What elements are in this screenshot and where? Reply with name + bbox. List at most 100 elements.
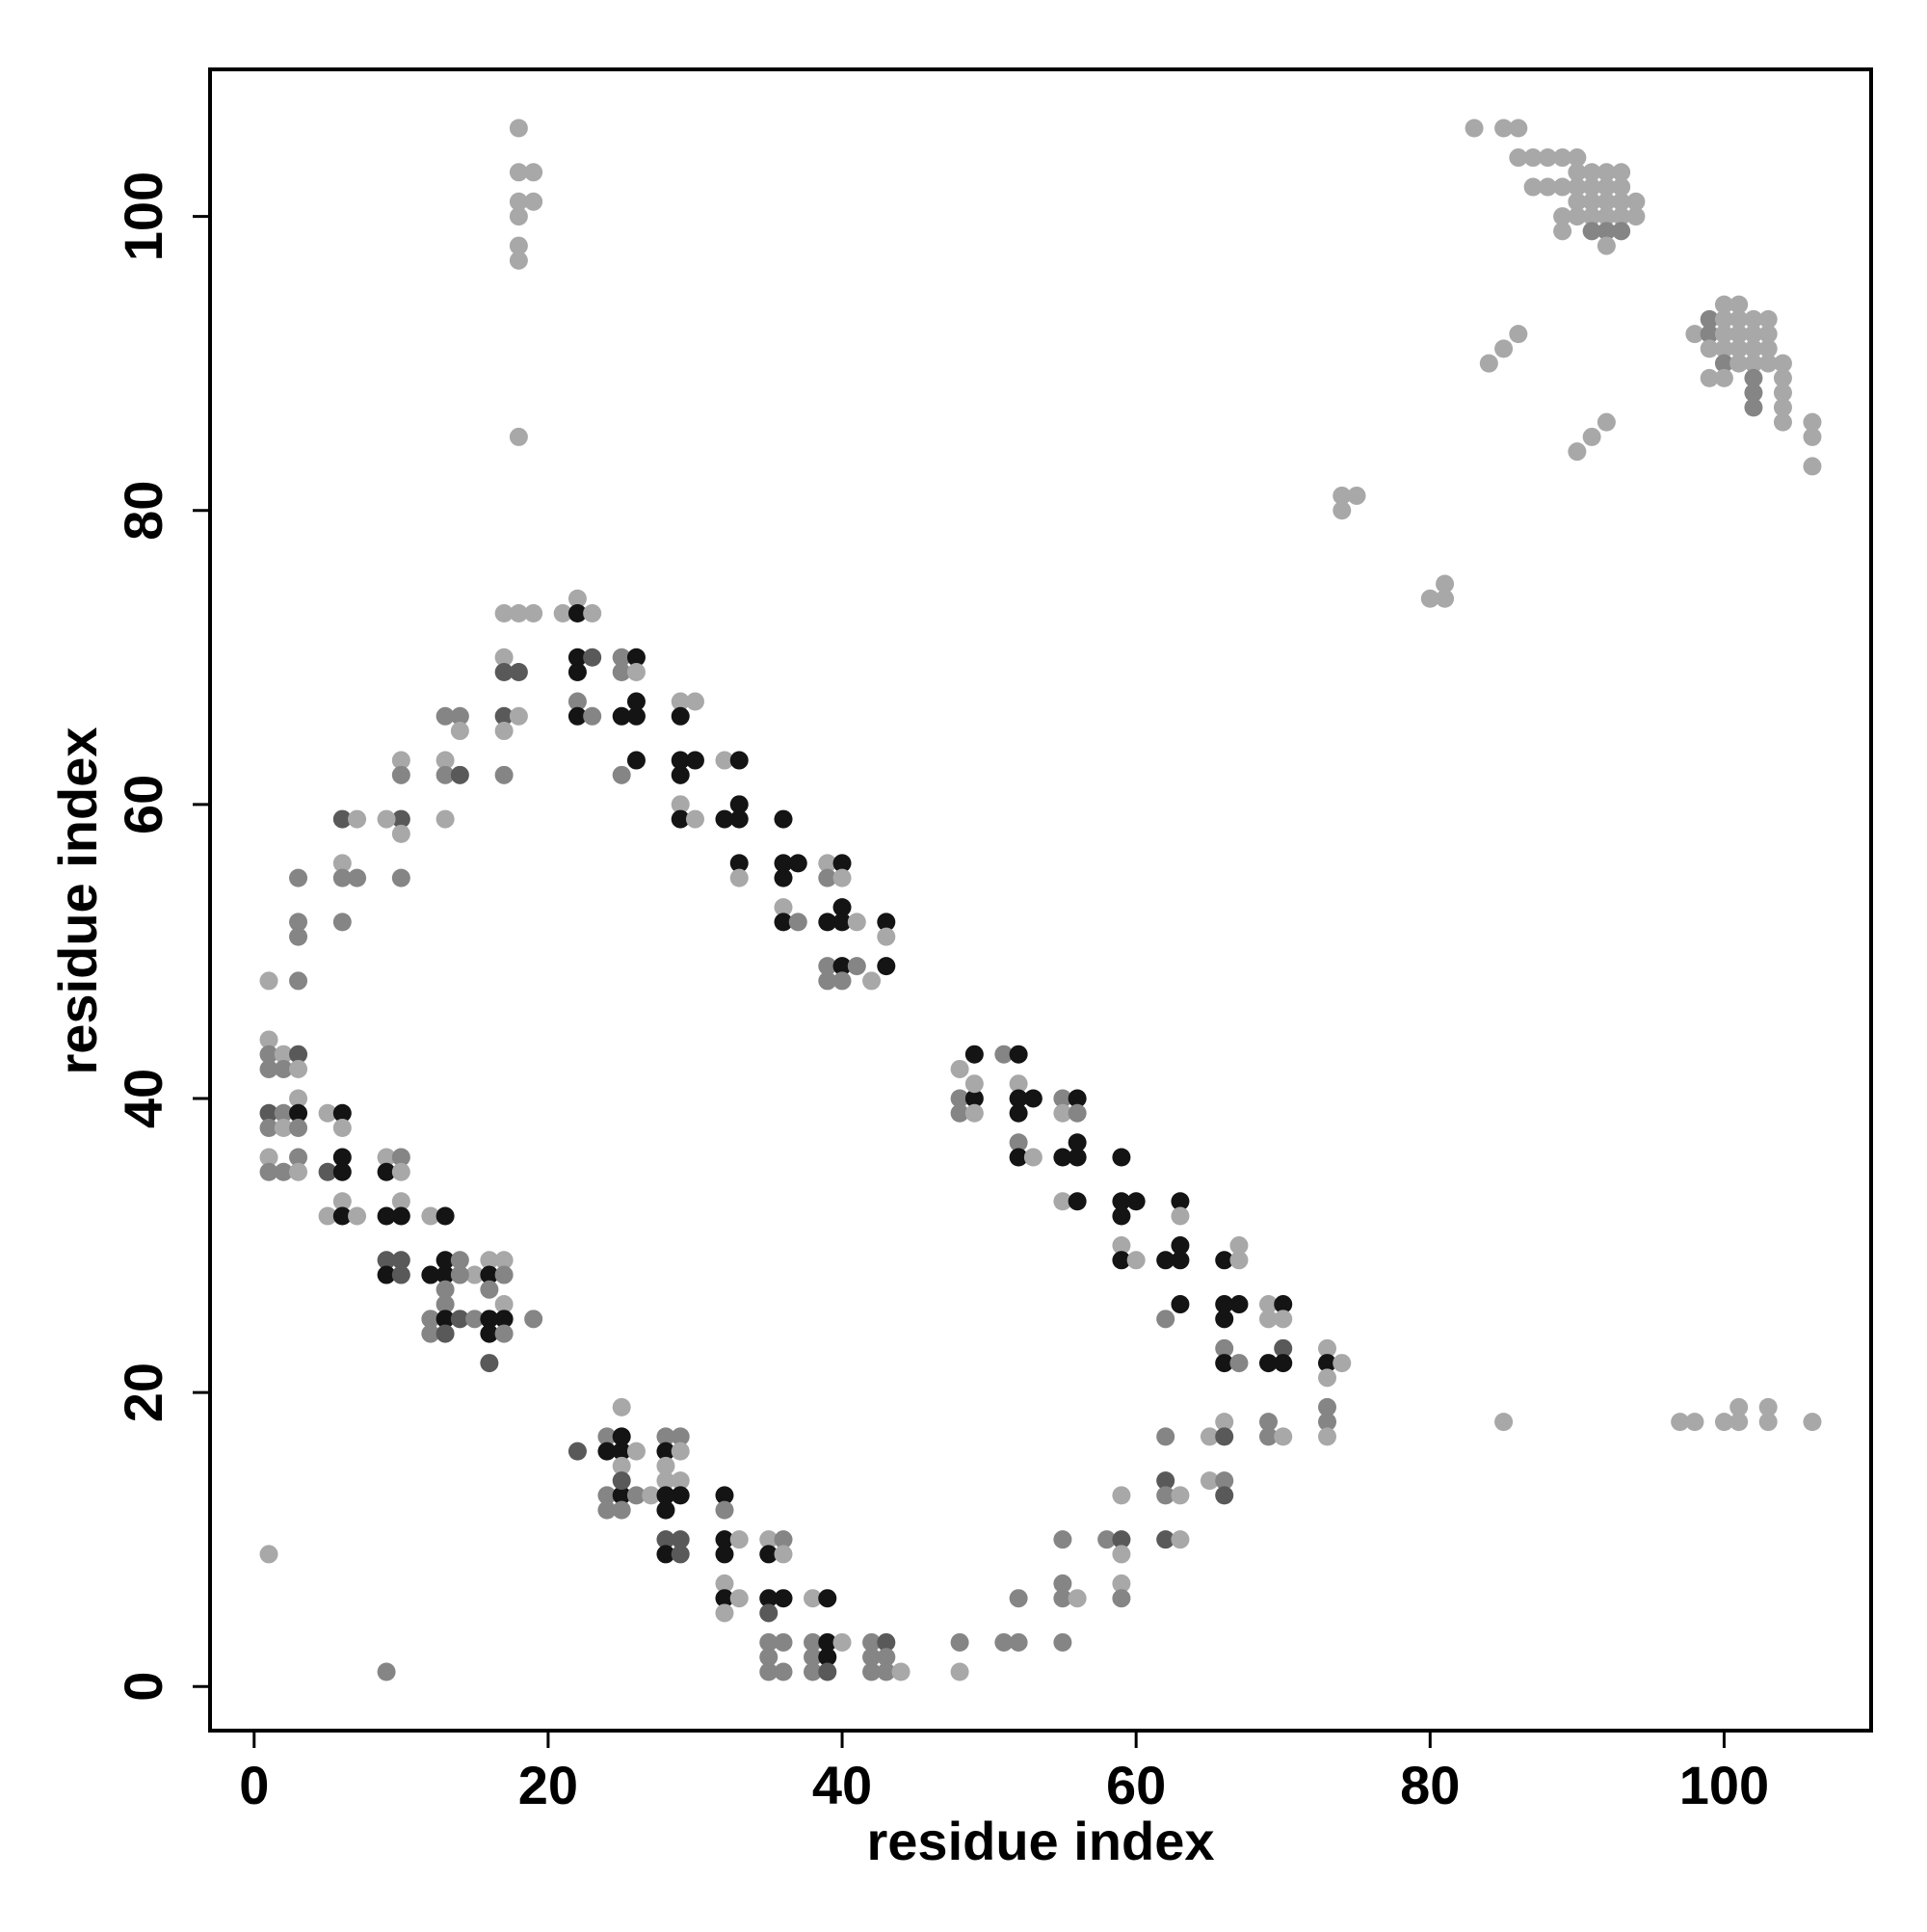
contact-point: [612, 663, 631, 682]
contact-point: [715, 1500, 734, 1520]
contact-point: [348, 809, 367, 829]
contact-point: [1215, 1338, 1234, 1358]
contact-point: [877, 1648, 896, 1667]
contact-point: [1318, 1354, 1337, 1373]
contact-point: [1215, 1427, 1234, 1446]
contact-point: [509, 236, 528, 255]
contact-point: [804, 1589, 823, 1608]
contact-point: [391, 809, 410, 829]
contact-point: [332, 1118, 352, 1137]
contact-point: [1171, 1530, 1190, 1549]
contact-point: [656, 1545, 675, 1564]
contact-point: [759, 1530, 779, 1549]
contact-point: [1494, 339, 1514, 358]
contact-point: [509, 706, 528, 726]
contact-point: [568, 603, 587, 622]
contact-point: [1803, 412, 1822, 432]
contact-point: [318, 1162, 337, 1181]
contact-point: [583, 648, 602, 667]
contact-point: [1053, 1574, 1072, 1593]
contact-point: [274, 1118, 293, 1137]
contact-point: [494, 1265, 514, 1284]
contact-point: [656, 1456, 675, 1475]
contact-point: [774, 1589, 793, 1608]
contact-point: [1274, 1354, 1293, 1373]
contact-point: [1582, 427, 1601, 446]
contact-point: [818, 1648, 837, 1667]
contact-point: [274, 1103, 293, 1123]
contact-point: [715, 1574, 734, 1593]
contact-point: [729, 795, 749, 814]
contact-point: [832, 854, 852, 873]
contact-point: [1171, 1236, 1190, 1256]
contact-point: [626, 1486, 646, 1505]
contact-point: [480, 1251, 499, 1270]
contact-point: [759, 1603, 779, 1623]
contact-point: [715, 1545, 734, 1564]
contact-point: [436, 706, 455, 726]
contact-point: [804, 1662, 823, 1681]
contact-point: [494, 663, 514, 682]
contact-point: [1112, 1148, 1131, 1167]
contact-point: [774, 1662, 793, 1681]
plot-frame: [208, 67, 1873, 1733]
contact-point: [729, 751, 749, 770]
contact-point: [1700, 325, 1719, 344]
contact-point: [685, 809, 704, 829]
contact-point: [274, 1045, 293, 1064]
contact-point: [832, 898, 852, 917]
contact-point: [656, 1442, 675, 1461]
contact-point: [1112, 1545, 1131, 1564]
contact-point: [1009, 1089, 1028, 1108]
contact-point: [480, 1265, 499, 1284]
contact-point: [1053, 1632, 1072, 1652]
contact-point: [597, 1427, 617, 1446]
contact-point: [332, 1162, 352, 1181]
contact-point: [656, 1530, 675, 1549]
contact-point: [1626, 192, 1646, 211]
contact-point: [1700, 309, 1719, 329]
contact-point: [289, 1059, 308, 1078]
contact-point: [436, 809, 455, 829]
contact-point: [1318, 1413, 1337, 1432]
contact-point: [715, 1603, 734, 1623]
contact-point: [1156, 1310, 1175, 1329]
contact-point: [450, 1251, 469, 1270]
contact-point: [1156, 1486, 1175, 1505]
contact-point: [509, 207, 528, 226]
contact-point: [1597, 222, 1616, 241]
contact-point: [332, 854, 352, 873]
contact-point: [759, 1632, 779, 1652]
contact-point: [685, 751, 704, 770]
contact-point: [597, 1500, 617, 1520]
contact-point: [494, 1324, 514, 1343]
contact-point: [583, 706, 602, 726]
contact-point: [964, 1089, 984, 1108]
contact-point: [1612, 192, 1631, 211]
contact-point: [480, 1280, 499, 1299]
contact-point: [656, 1427, 675, 1446]
contact-point: [494, 765, 514, 784]
contact-point: [391, 1265, 410, 1284]
contact-point: [289, 1103, 308, 1123]
contact-point: [377, 1148, 396, 1167]
contact-point: [494, 1251, 514, 1270]
contact-point: [950, 1059, 969, 1078]
contact-point: [377, 1251, 396, 1270]
contact-point: [1112, 1251, 1131, 1270]
contact-point: [1112, 1486, 1131, 1505]
contact-point: [877, 927, 896, 946]
contact-point: [436, 1206, 455, 1226]
contact-point: [332, 868, 352, 887]
contact-point: [862, 1662, 882, 1681]
contact-point: [391, 1148, 410, 1167]
contact-point: [774, 913, 793, 932]
contact-point: [1171, 1251, 1190, 1270]
contact-point: [1538, 148, 1557, 168]
contact-point: [729, 868, 749, 887]
x-tick-label: 80: [1400, 1755, 1460, 1815]
contact-point: [877, 913, 896, 932]
contact-point: [1729, 295, 1749, 314]
contact-point: [1258, 1413, 1278, 1432]
